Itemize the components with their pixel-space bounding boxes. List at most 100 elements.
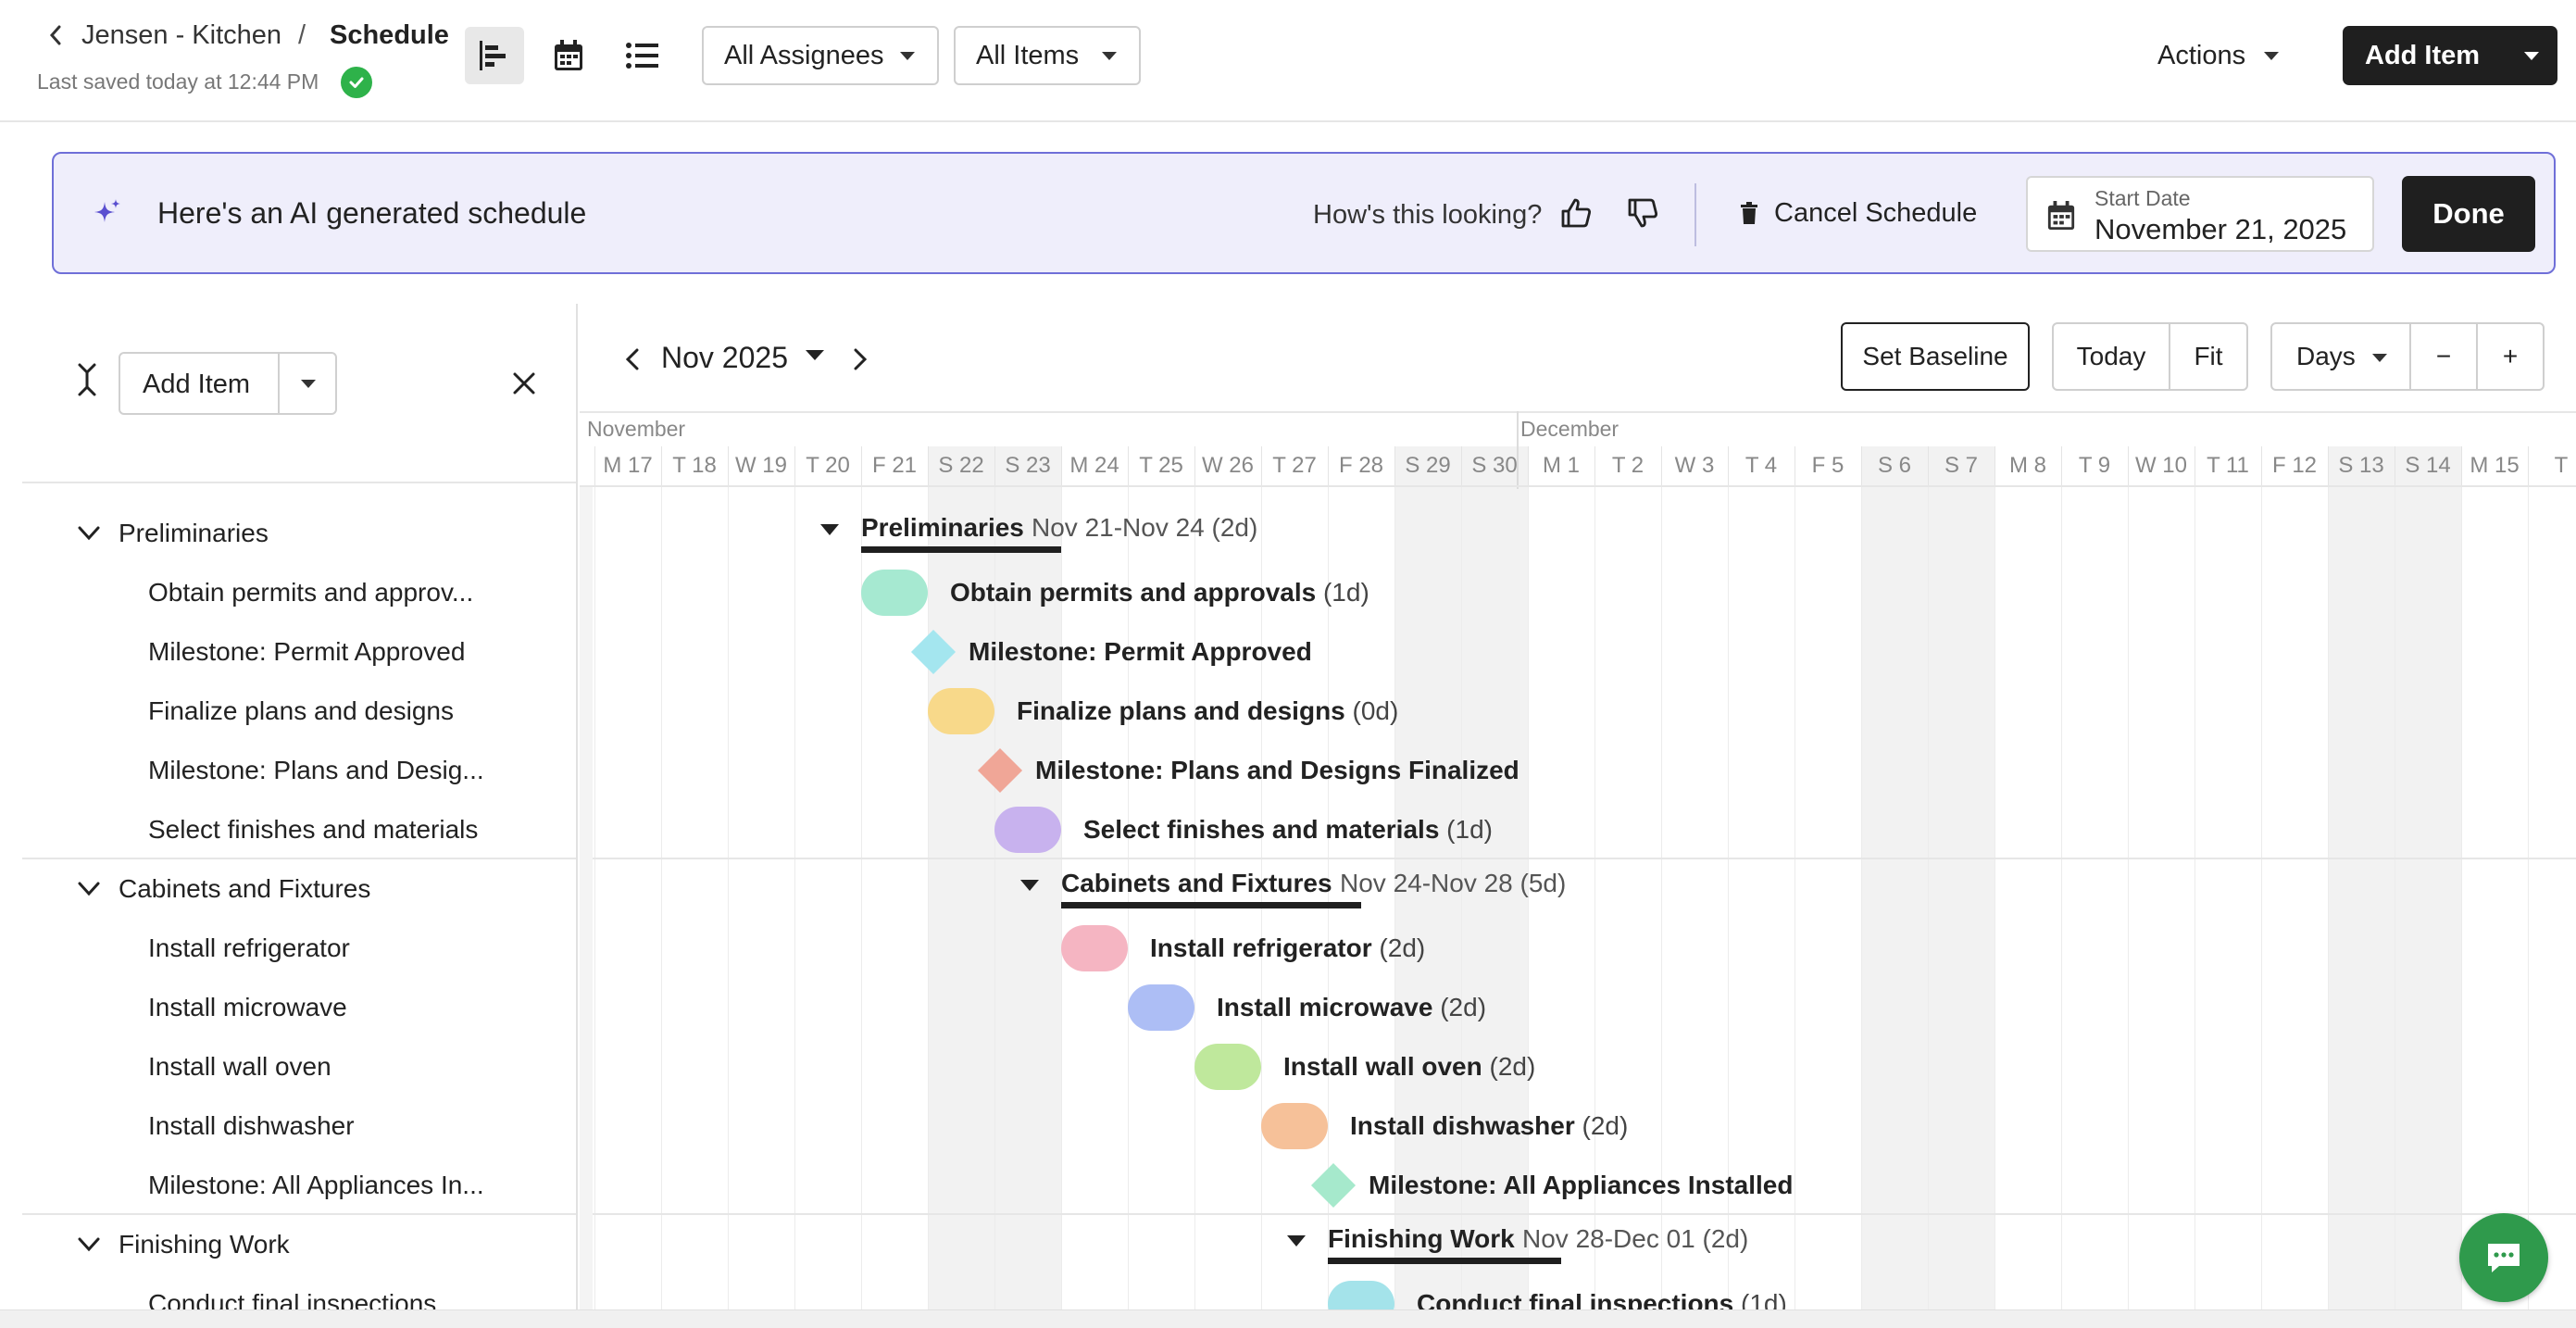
chevron-left-icon[interactable]	[619, 341, 646, 378]
task-duration: (1d)	[1446, 815, 1493, 844]
add-item-panel-label: Add Item	[143, 370, 251, 399]
done-button[interactable]: Done	[2402, 176, 2535, 252]
fit-button[interactable]: Fit	[2169, 322, 2248, 391]
month-title[interactable]: Nov 2025	[661, 341, 788, 374]
day-tick	[2528, 446, 2529, 485]
thumbs-down-icon[interactable]	[1620, 191, 1665, 235]
task-bar[interactable]	[1194, 1044, 1261, 1090]
tree-group-row[interactable]: Finishing Work	[22, 1215, 576, 1274]
day-label: S 30	[1471, 453, 1518, 478]
list-view-button[interactable]	[613, 27, 672, 84]
caret-down-icon	[2264, 51, 2280, 60]
cancel-schedule-button[interactable]: Cancel Schedule	[1739, 191, 1977, 235]
cancel-schedule-label: Cancel Schedule	[1774, 197, 1978, 228]
tree-group-row[interactable]: Preliminaries	[22, 504, 576, 563]
tree-row-label: Install dishwasher	[148, 1111, 355, 1140]
chat-icon	[2488, 1244, 2520, 1272]
feedback-prompt: How's this looking?	[1313, 200, 1543, 230]
zoom-out-button[interactable]: −	[2409, 322, 2478, 391]
tree-item-row[interactable]: Install dishwasher	[22, 1096, 576, 1156]
gantt-view-button[interactable]	[465, 27, 524, 84]
timeline-header-border	[580, 485, 2576, 487]
breadcrumb-project[interactable]: Jensen - Kitchen	[81, 20, 282, 50]
group-date-range: Nov 28-Dec 01 (2d)	[1522, 1224, 1749, 1253]
task-bar[interactable]	[994, 807, 1061, 853]
tree-row-label: Install microwave	[148, 993, 347, 1021]
day-tick	[2328, 446, 2329, 485]
tree-item-row[interactable]: Obtain permits and approv...	[22, 563, 576, 622]
tree-group-row[interactable]: Cabinets and Fixtures	[22, 859, 576, 919]
start-date-field[interactable]: Start Date November 21, 2025	[2026, 176, 2374, 252]
day-label: F 21	[871, 453, 918, 478]
tree-item-row[interactable]: Install refrigerator	[22, 919, 576, 978]
day-tick	[2128, 446, 2129, 485]
day-tick	[2461, 446, 2462, 485]
zoom-in-button[interactable]: +	[2476, 322, 2545, 391]
task-duration: (2d)	[1440, 993, 1487, 1021]
thumbs-up-icon[interactable]	[1554, 191, 1598, 235]
caret-down-icon	[1102, 52, 1117, 60]
day-gridline	[1461, 485, 1462, 1319]
tree-item-row[interactable]: Finalize plans and designs	[22, 682, 576, 741]
caret-down-icon[interactable]	[1287, 1235, 1306, 1247]
group-summary-bar[interactable]	[861, 546, 1061, 553]
day-gridline	[594, 485, 595, 1319]
add-item-button[interactable]: Add Item	[2343, 26, 2557, 85]
task-bar[interactable]	[1128, 984, 1194, 1031]
day-label: T	[2554, 453, 2569, 478]
group-divider	[593, 1213, 2576, 1215]
caret-down-icon	[900, 52, 915, 60]
sparkle-icon	[94, 199, 120, 222]
day-label: T 11	[2207, 453, 2249, 478]
task-bar[interactable]	[1061, 925, 1128, 971]
milestone-diamond[interactable]	[1310, 1162, 1357, 1209]
task-bar[interactable]	[1261, 1103, 1328, 1149]
day-tick	[728, 446, 729, 485]
day-label: M 15	[2470, 453, 2520, 478]
task-label: Finalize plans and designs (0d)	[1017, 695, 1398, 728]
close-icon[interactable]	[507, 367, 541, 400]
caret-down-icon[interactable]	[820, 524, 839, 535]
ai-schedule-banner: Here's an AI generated schedule How's th…	[52, 152, 2556, 274]
set-baseline-button[interactable]: Set Baseline	[1841, 322, 2030, 391]
tree-item-row[interactable]: Install wall oven	[22, 1037, 576, 1096]
tree-item-row[interactable]: Milestone: Permit Approved	[22, 622, 576, 682]
task-bar[interactable]	[861, 570, 928, 616]
task-duration: (2d)	[1489, 1052, 1536, 1081]
tree-item-row[interactable]: Select finishes and materials	[22, 800, 576, 859]
day-label: F 28	[1338, 453, 1384, 478]
group-summary-bar[interactable]	[1328, 1258, 1561, 1264]
caret-down-icon[interactable]	[1020, 880, 1039, 891]
group-divider	[22, 1213, 576, 1215]
tree-item-row[interactable]: Milestone: All Appliances In...	[22, 1156, 576, 1215]
add-item-panel-button[interactable]: Add Item	[119, 352, 337, 415]
horizontal-scrollbar[interactable]	[0, 1309, 2576, 1328]
today-button[interactable]: Today	[2052, 322, 2170, 391]
chevron-down-icon[interactable]	[76, 522, 102, 545]
assignees-filter-dropdown[interactable]: All Assignees	[702, 26, 939, 85]
add-item-panel-menu-toggle[interactable]	[278, 354, 337, 413]
add-item-menu-toggle[interactable]	[2506, 26, 2557, 85]
collapse-all-icon[interactable]	[70, 361, 104, 398]
chevron-right-icon[interactable]	[846, 341, 874, 378]
tree-row-label: Cabinets and Fixtures	[119, 874, 371, 903]
task-name: Install microwave	[1217, 993, 1433, 1021]
actions-menu[interactable]: Actions	[2157, 26, 2280, 85]
chevron-down-icon[interactable]	[76, 1234, 102, 1256]
group-summary-bar[interactable]	[1061, 902, 1361, 908]
month-label: November	[587, 417, 686, 441]
task-bar[interactable]	[928, 688, 994, 734]
tree-item-row[interactable]: Install microwave	[22, 978, 576, 1037]
chevron-down-icon[interactable]	[76, 878, 102, 900]
caret-down-icon[interactable]	[806, 350, 824, 360]
items-filter-dropdown[interactable]: All Items	[954, 26, 1141, 85]
back-chevron-icon[interactable]	[41, 20, 70, 50]
time-scale-dropdown[interactable]: Days	[2270, 322, 2411, 391]
day-tick	[928, 446, 929, 485]
calendar-view-button[interactable]	[539, 27, 598, 84]
day-label: T 9	[2078, 453, 2111, 478]
day-label: T 18	[672, 453, 717, 478]
chat-button[interactable]	[2459, 1213, 2548, 1302]
weekend-column	[928, 446, 994, 1322]
tree-item-row[interactable]: Milestone: Plans and Desig...	[22, 741, 576, 800]
